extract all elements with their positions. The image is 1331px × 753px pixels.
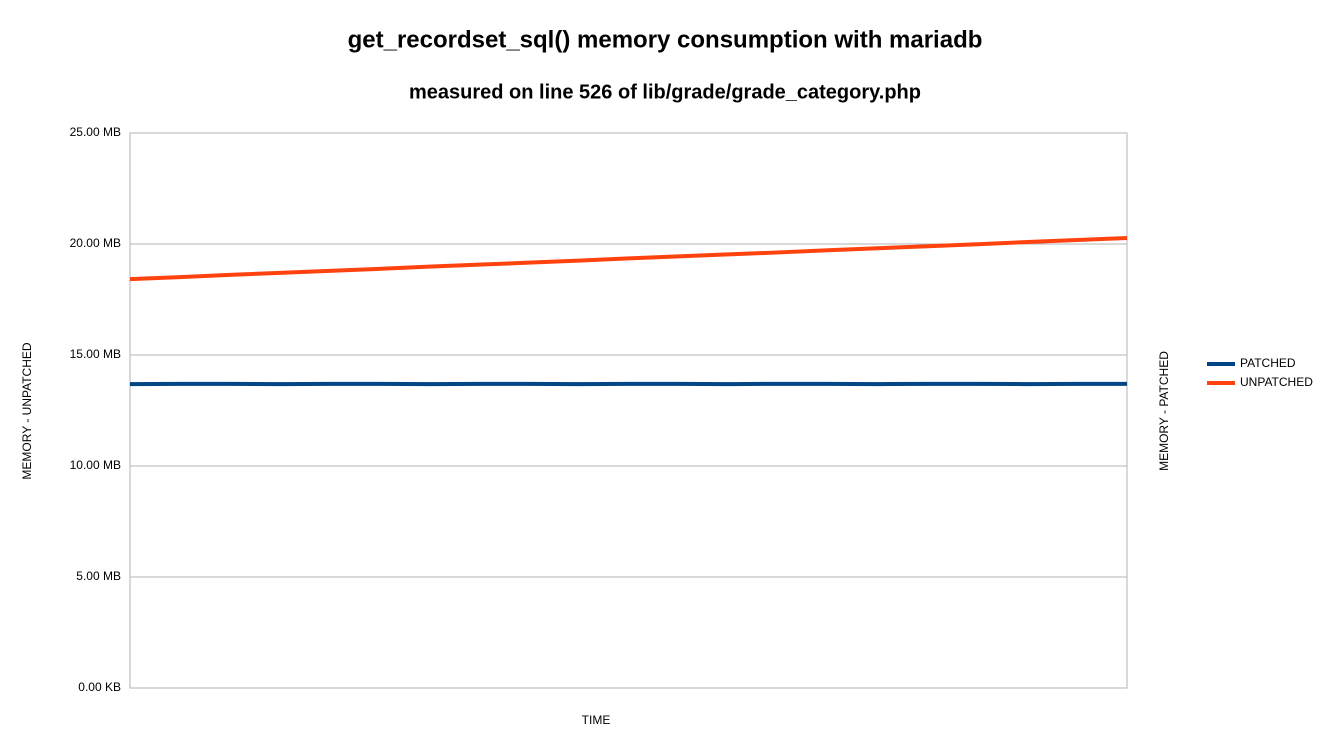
y-tick-label: 0.00 KB: [78, 680, 121, 694]
y-tick-label: 5.00 MB: [76, 569, 121, 583]
legend-label: PATCHED: [1240, 356, 1296, 370]
y-tick-label: 15.00 MB: [70, 347, 121, 361]
chart-subtitle: measured on line 526 of lib/grade/grade_…: [409, 81, 921, 103]
legend-label: UNPATCHED: [1240, 375, 1313, 389]
y-tick-label: 25.00 MB: [70, 125, 121, 139]
x-axis-title: TIME: [582, 713, 611, 727]
y-tick-label: 10.00 MB: [70, 458, 121, 472]
y-tick-label: 20.00 MB: [70, 236, 121, 250]
y-axis-title: MEMORY - UNPATCHED: [20, 342, 34, 479]
chart-title: get_recordset_sql() memory consumption w…: [348, 26, 983, 53]
y2-axis-title: MEMORY - PATCHED: [1157, 351, 1171, 471]
